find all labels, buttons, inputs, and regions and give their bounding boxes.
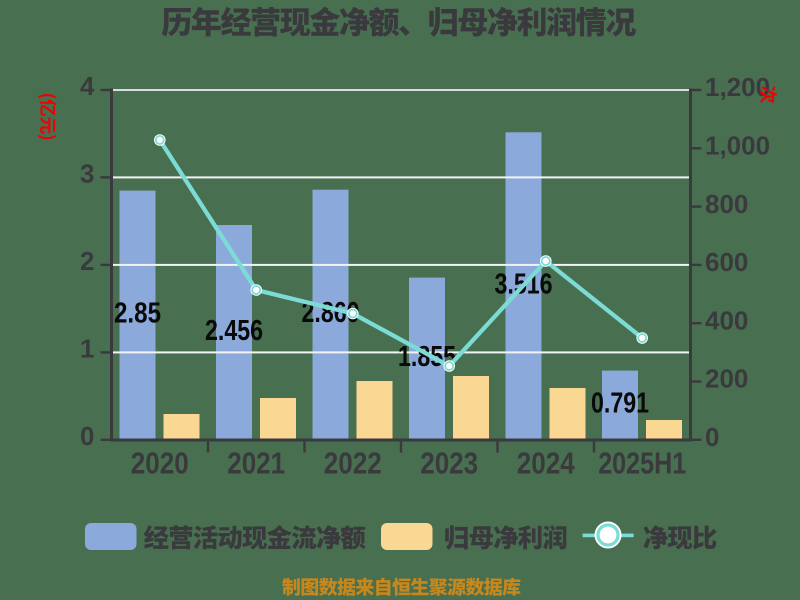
svg-text:2021: 2021 <box>227 446 285 481</box>
svg-text:2022: 2022 <box>324 446 382 481</box>
svg-text:200: 200 <box>705 364 748 394</box>
svg-text:3: 3 <box>80 159 94 189</box>
svg-text:2024: 2024 <box>517 446 576 481</box>
svg-text:400: 400 <box>705 305 748 335</box>
svg-text:4: 4 <box>80 71 95 101</box>
svg-text:0: 0 <box>705 422 719 452</box>
svg-text:2.85: 2.85 <box>114 298 161 330</box>
svg-text:1: 1 <box>80 334 94 364</box>
svg-text:2.456: 2.456 <box>205 315 263 347</box>
svg-text:0: 0 <box>80 421 94 451</box>
svg-text:600: 600 <box>705 247 748 277</box>
svg-text:2020: 2020 <box>131 446 189 481</box>
svg-text:1,000: 1,000 <box>705 131 770 161</box>
svg-text:2025H1: 2025H1 <box>598 446 686 481</box>
svg-text:1,200: 1,200 <box>705 72 770 102</box>
svg-text:800: 800 <box>705 189 748 219</box>
svg-text:0.791: 0.791 <box>591 388 649 420</box>
svg-text:2023: 2023 <box>420 446 478 481</box>
svg-text:2: 2 <box>80 246 94 276</box>
